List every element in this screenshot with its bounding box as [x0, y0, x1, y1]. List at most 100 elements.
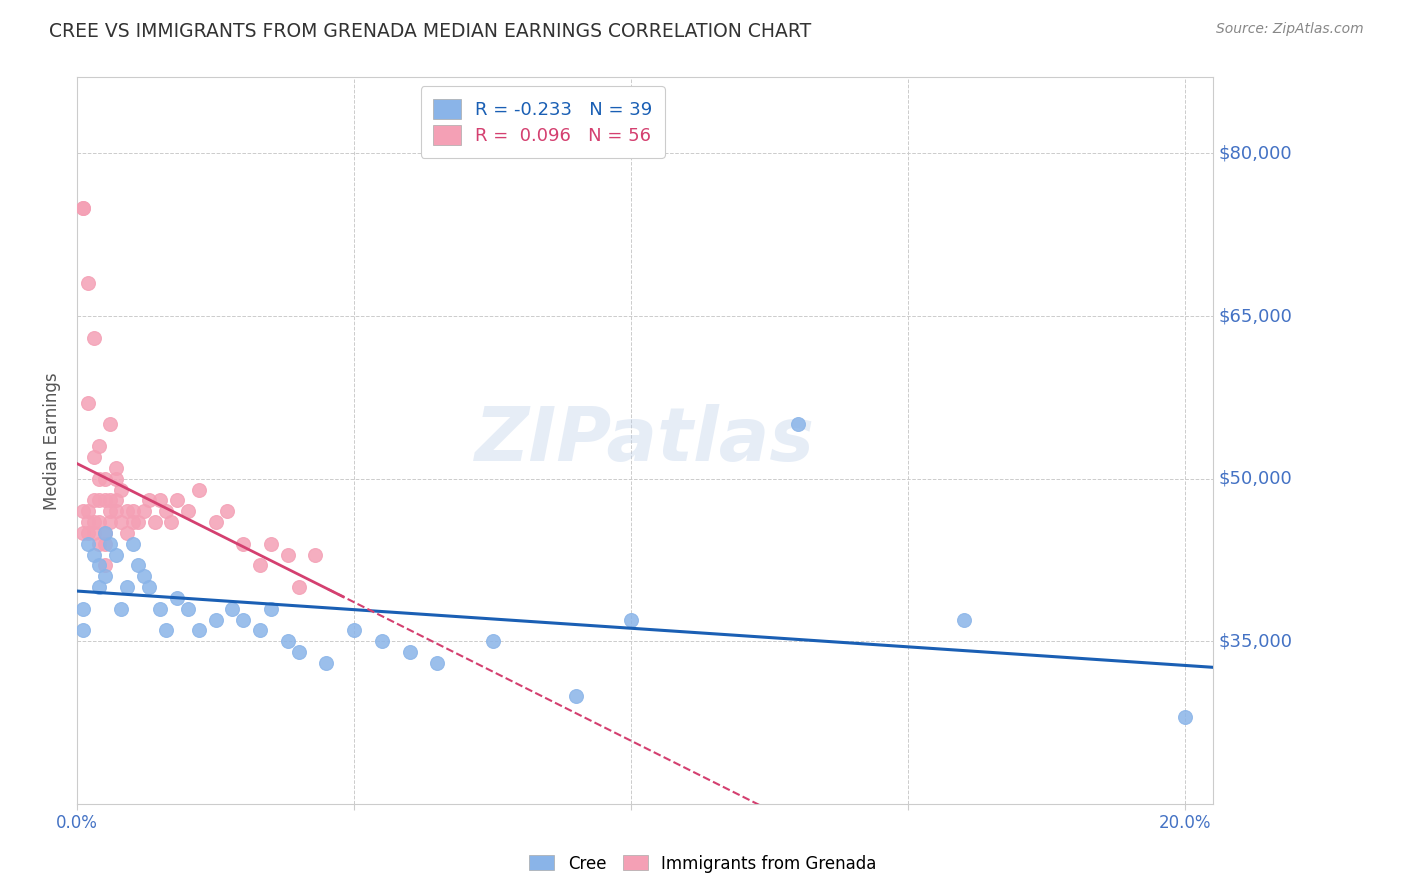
Point	[72, 525, 94, 540]
Text: Source: ZipAtlas.com: Source: ZipAtlas.com	[1216, 22, 1364, 37]
Point	[127, 515, 149, 529]
Text: $65,000: $65,000	[1219, 307, 1292, 325]
Point	[565, 689, 588, 703]
Text: CREE VS IMMIGRANTS FROM GRENADA MEDIAN EARNINGS CORRELATION CHART: CREE VS IMMIGRANTS FROM GRENADA MEDIAN E…	[49, 22, 811, 41]
Point	[260, 537, 283, 551]
Point	[77, 537, 100, 551]
Point	[160, 515, 183, 529]
Point	[188, 483, 211, 497]
Point	[138, 493, 160, 508]
Point	[426, 656, 449, 670]
Point	[277, 634, 299, 648]
Point	[121, 537, 143, 551]
Point	[221, 602, 243, 616]
Point	[94, 569, 117, 583]
Point	[72, 201, 94, 215]
Point	[277, 548, 299, 562]
Point	[177, 504, 200, 518]
Point	[110, 483, 132, 497]
Legend: Cree, Immigrants from Grenada: Cree, Immigrants from Grenada	[523, 848, 883, 880]
Point	[77, 396, 100, 410]
Point	[249, 624, 271, 638]
Point	[94, 493, 117, 508]
Point	[952, 613, 974, 627]
Point	[98, 493, 121, 508]
Point	[343, 624, 366, 638]
Point	[166, 493, 188, 508]
Point	[77, 277, 100, 291]
Text: $80,000: $80,000	[1219, 145, 1292, 162]
Point	[149, 493, 172, 508]
Point	[89, 537, 111, 551]
Point	[104, 472, 127, 486]
Point	[232, 537, 254, 551]
Point	[104, 548, 127, 562]
Point	[77, 515, 100, 529]
Point	[110, 602, 132, 616]
Point	[371, 634, 394, 648]
Point	[287, 580, 309, 594]
Point	[188, 624, 211, 638]
Text: ZIPatlas: ZIPatlas	[475, 404, 815, 477]
Point	[89, 439, 111, 453]
Point	[398, 645, 420, 659]
Point	[138, 580, 160, 594]
Point	[143, 515, 166, 529]
Point	[83, 331, 105, 345]
Text: $35,000: $35,000	[1219, 632, 1292, 650]
Point	[89, 580, 111, 594]
Point	[115, 580, 138, 594]
Point	[104, 504, 127, 518]
Legend: R = -0.233   N = 39, R =  0.096   N = 56: R = -0.233 N = 39, R = 0.096 N = 56	[420, 87, 665, 158]
Point	[127, 558, 149, 573]
Point	[481, 634, 503, 648]
Point	[287, 645, 309, 659]
Point	[155, 504, 177, 518]
Point	[620, 613, 643, 627]
Point	[177, 602, 200, 616]
Point	[89, 515, 111, 529]
Point	[786, 417, 808, 432]
Point	[98, 537, 121, 551]
Point	[155, 624, 177, 638]
Point	[94, 525, 117, 540]
Point	[94, 558, 117, 573]
Point	[83, 493, 105, 508]
Point	[83, 525, 105, 540]
Point	[89, 493, 111, 508]
Point	[260, 602, 283, 616]
Point	[98, 417, 121, 432]
Point	[115, 525, 138, 540]
Point	[77, 525, 100, 540]
Point	[115, 504, 138, 518]
Point	[104, 460, 127, 475]
Point	[132, 569, 155, 583]
Point	[166, 591, 188, 605]
Point	[215, 504, 238, 518]
Point	[204, 613, 226, 627]
Point	[249, 558, 271, 573]
Point	[110, 515, 132, 529]
Point	[72, 602, 94, 616]
Point	[149, 602, 172, 616]
Point	[94, 472, 117, 486]
Point	[98, 515, 121, 529]
Point	[89, 558, 111, 573]
Text: $50,000: $50,000	[1219, 470, 1292, 488]
Point	[77, 504, 100, 518]
Point	[132, 504, 155, 518]
Point	[72, 504, 94, 518]
Point	[89, 472, 111, 486]
Point	[204, 515, 226, 529]
Point	[304, 548, 326, 562]
Point	[121, 504, 143, 518]
Point	[232, 613, 254, 627]
Point	[94, 525, 117, 540]
Point	[1174, 710, 1197, 724]
Point	[83, 548, 105, 562]
Point	[72, 624, 94, 638]
Point	[72, 201, 94, 215]
Point	[315, 656, 337, 670]
Point	[104, 493, 127, 508]
Y-axis label: Median Earnings: Median Earnings	[44, 372, 60, 509]
